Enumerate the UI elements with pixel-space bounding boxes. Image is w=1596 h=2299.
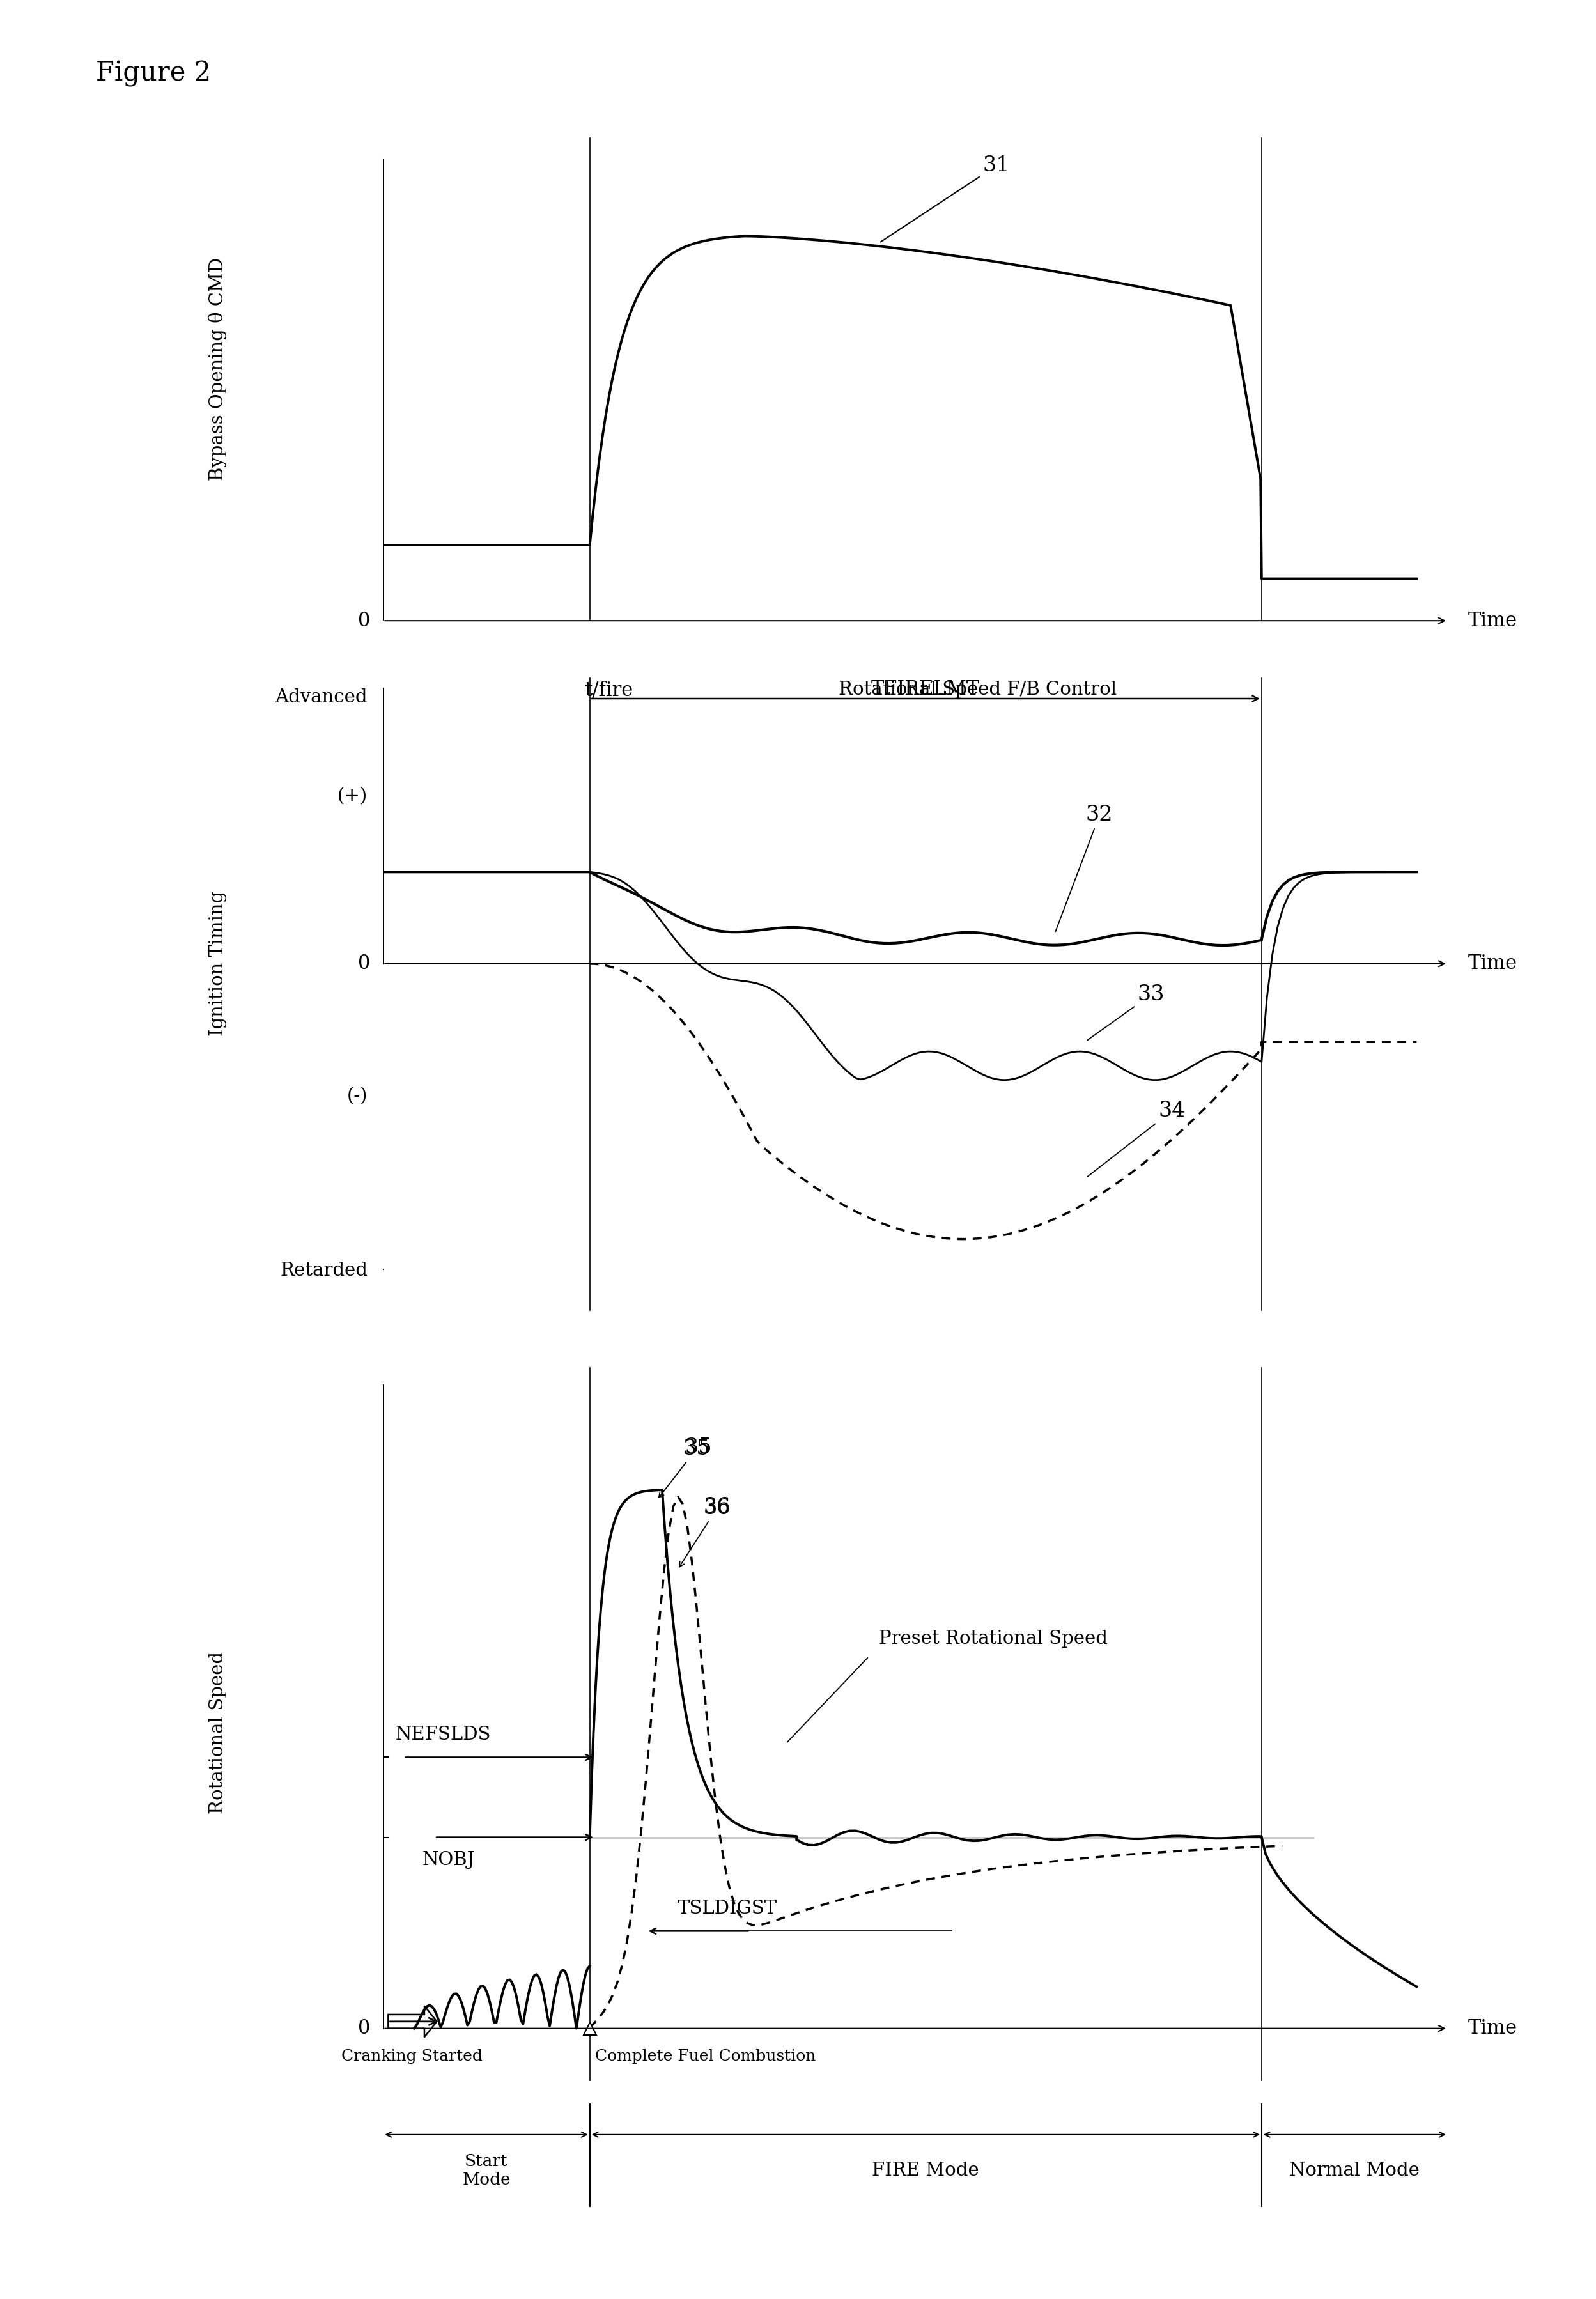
Text: (-): (-): [346, 1087, 367, 1106]
Text: 31: 31: [881, 156, 1010, 241]
Text: 33: 33: [1087, 984, 1165, 1039]
Text: 36: 36: [704, 1497, 731, 1517]
Text: Ignition Timing: Ignition Timing: [209, 892, 227, 1037]
Text: Rotational Speed: Rotational Speed: [209, 1651, 227, 1814]
Text: FIRE Mode: FIRE Mode: [871, 2161, 980, 2179]
FancyArrow shape: [388, 2005, 437, 2037]
Text: (+): (+): [337, 789, 367, 805]
Text: Time: Time: [1468, 954, 1518, 975]
Text: Cranking Started: Cranking Started: [342, 2048, 482, 2065]
Text: Rotational Speed F/B Control: Rotational Speed F/B Control: [838, 681, 1117, 699]
Text: t/fire: t/fire: [584, 681, 634, 701]
Text: Time: Time: [1468, 2019, 1518, 2039]
Text: 32: 32: [1055, 805, 1112, 931]
Text: 36: 36: [680, 1499, 731, 1568]
Text: Figure 2: Figure 2: [96, 60, 211, 87]
Text: 0: 0: [358, 612, 370, 630]
Text: NOBJ: NOBJ: [423, 1851, 476, 1869]
Text: Time: Time: [1468, 612, 1518, 630]
Text: 0: 0: [358, 2019, 370, 2039]
Text: Complete Fuel Combustion: Complete Fuel Combustion: [595, 2048, 816, 2065]
Text: Advanced: Advanced: [275, 687, 367, 706]
Text: 0: 0: [358, 954, 370, 975]
Text: 35: 35: [685, 1437, 712, 1458]
Text: Start
Mode: Start Mode: [463, 2154, 511, 2189]
Text: Normal Mode: Normal Mode: [1290, 2161, 1420, 2179]
Text: Bypass Opening θ CMD: Bypass Opening θ CMD: [209, 257, 227, 480]
Text: TSLDIGST: TSLDIGST: [678, 1899, 777, 1917]
Text: TFIRELMT: TFIRELMT: [871, 681, 980, 699]
Text: Preset Rotational Speed: Preset Rotational Speed: [879, 1630, 1108, 1648]
Text: 35: 35: [659, 1439, 710, 1497]
Text: Retarded: Retarded: [279, 1262, 367, 1281]
Text: 34: 34: [1087, 1101, 1186, 1177]
Text: NEFSLDS: NEFSLDS: [396, 1727, 492, 1743]
